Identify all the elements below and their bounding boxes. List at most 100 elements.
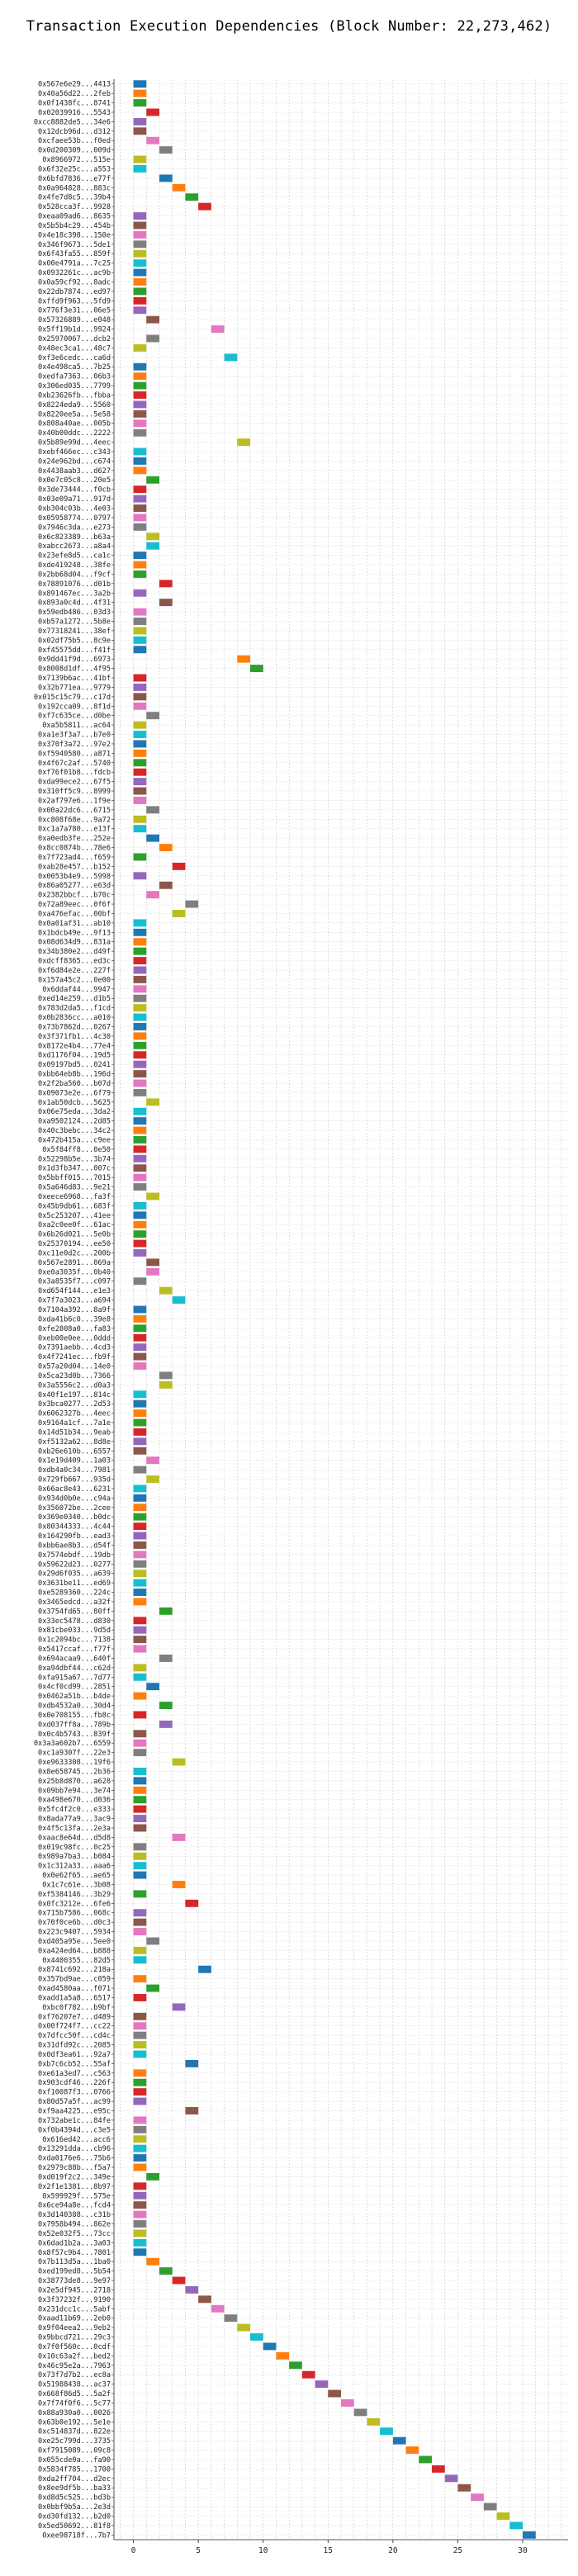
y-tick-label: 0xd037ff8a...789b	[38, 1721, 111, 1729]
y-tick-label: 0x40a56d22...2feb	[38, 90, 111, 98]
y-tick-label: 0xed199ed8...5b54	[38, 2268, 111, 2276]
transaction-bar	[237, 2323, 250, 2332]
y-tick-label: 0x7104a392...8a9f	[38, 1306, 111, 1314]
y-tick-label: 0x8f57c9b4...7801	[38, 2249, 111, 2257]
transaction-bar	[146, 2172, 159, 2181]
y-tick-label: 0xb57a1272...5b8e	[38, 618, 111, 627]
transaction-bar	[133, 1626, 147, 1634]
y-tick-label: 0xf7915089...09c8	[38, 2447, 111, 2455]
transaction-bar	[146, 712, 159, 720]
y-tick-label: 0xd405a95e...5ee0	[38, 1938, 111, 1946]
transaction-bar	[133, 2220, 147, 2228]
transaction-bar	[133, 749, 147, 757]
transaction-bar	[133, 1466, 147, 1474]
y-tick-label: 0x6f32e25c...a553	[38, 165, 111, 173]
y-tick-label: 0x306ed035...7799	[38, 382, 111, 391]
transaction-bar	[250, 2333, 263, 2341]
transaction-bar	[211, 2304, 225, 2313]
y-tick-label: 0x86a05277...e63d	[38, 882, 111, 890]
transaction-bar	[133, 89, 147, 97]
y-tick-label: 0xf76f01b8...fdcb	[38, 769, 111, 777]
y-tick-label: 0x29d6f035...a639	[38, 1570, 111, 1579]
transaction-bar	[133, 683, 147, 691]
y-tick-label: 0x5417ccaf...f77f	[38, 1646, 111, 1654]
y-tick-label: 0x715b7586...068c	[38, 1910, 111, 1918]
transaction-bar	[133, 80, 147, 88]
transaction-bar	[133, 400, 147, 409]
y-tick-label: 0x80d57a5f...ac99	[38, 2098, 111, 2106]
y-tick-label: 0xb304c03b...4e03	[38, 505, 111, 514]
y-tick-label: 0x4cf0cd99...2851	[38, 1683, 111, 1692]
transaction-bar	[133, 259, 147, 268]
y-tick-label: 0x33ec5478...d830	[38, 1617, 111, 1626]
y-tick-label: 0x599929f...575e	[42, 2192, 111, 2200]
transaction-bar	[133, 419, 147, 428]
y-tick-label: 0x5ff19b1d...9924	[38, 326, 111, 334]
transaction-bar	[146, 1267, 159, 1276]
transaction-bar	[133, 636, 147, 644]
y-tick-label: 0x10c63a2f...bed2	[38, 2352, 111, 2361]
transaction-bar	[237, 438, 250, 447]
transaction-bar	[146, 1192, 159, 1200]
transaction-bar	[146, 1475, 159, 1483]
y-tick-label: 0x22db7874...ed97	[38, 288, 111, 296]
transaction-bar	[133, 117, 147, 125]
transaction-bar	[146, 533, 159, 541]
transaction-bar	[133, 514, 147, 522]
transaction-bar	[301, 2370, 315, 2379]
y-tick-label: 0xebf466ec...c343	[38, 448, 111, 457]
y-tick-label: 0x776f3e31...06e5	[38, 307, 111, 315]
transaction-bar	[133, 947, 147, 955]
transaction-bar	[133, 570, 147, 578]
transaction-bar	[159, 2267, 173, 2275]
y-tick-label: 0x51988438...ac37	[38, 2381, 111, 2389]
y-tick-label: 0x528cca3f...9928	[38, 203, 111, 211]
transaction-bar	[133, 523, 147, 531]
y-tick-label: 0xf76207e7...d489	[38, 2013, 111, 2021]
transaction-bar	[133, 1060, 147, 1068]
transaction-bar	[133, 457, 147, 465]
x-tick-label: 25	[453, 2546, 462, 2555]
y-tick-label: 0x32b771ea...9779	[38, 684, 111, 692]
transaction-bar	[133, 1777, 147, 1785]
transaction-bar	[263, 2342, 277, 2351]
transaction-bar	[172, 1296, 186, 1305]
transaction-bar	[224, 353, 238, 362]
transaction-bar	[133, 2144, 147, 2152]
y-tick-label: 0x9bbcd721...29c3	[38, 2334, 111, 2342]
y-tick-label: 0x3a3a602b7...6559	[34, 1740, 111, 1748]
y-tick-label: 0x472b415a...c9ee	[38, 1136, 111, 1144]
y-tick-label: 0xadd1a5a8...6517	[38, 1994, 111, 2002]
y-tick-label: 0x5fc4f2c0...e333	[38, 1806, 111, 1814]
transaction-bar	[146, 1456, 159, 1465]
y-tick-label: 0x8220ee5a...5e58	[38, 410, 111, 419]
transaction-bar	[133, 1749, 147, 1757]
y-tick-label: 0xcc8882de5...34e6	[34, 118, 111, 126]
transaction-bar	[405, 2446, 419, 2454]
transaction-bar	[457, 2484, 471, 2492]
y-tick-label: 0x808a40ae...005b	[38, 420, 111, 429]
transaction-bar	[133, 1890, 147, 1898]
transaction-bar	[146, 334, 159, 343]
y-tick-label: 0xde419248...38fe	[38, 561, 111, 570]
transaction-bar	[133, 410, 147, 418]
transaction-bar	[133, 1164, 147, 1172]
transaction-bar	[185, 1899, 199, 1907]
y-tick-label: 0xd8d5c525...bd3b	[38, 2494, 111, 2503]
y-tick-label: 0x7958b494...862e	[38, 2221, 111, 2229]
transaction-bar	[341, 2398, 354, 2407]
transaction-bar	[146, 108, 159, 116]
y-tick-label: 0x1c312a33...aaa6	[38, 1863, 111, 1871]
y-tick-label: 0x2e5df945...2718	[38, 2286, 111, 2294]
transaction-bar	[133, 2163, 147, 2171]
transaction-bar	[328, 2389, 341, 2398]
y-tick-label: 0x9f04eea2...9eb2	[38, 2324, 111, 2332]
transaction-bar	[133, 1551, 147, 1559]
y-tick-label: 0x223c9407...5934	[38, 1929, 111, 1937]
y-tick-label: 0x0c4b5743...839f	[38, 1731, 111, 1739]
y-tick-label: 0x1c7c61e...3b08	[42, 1881, 111, 1889]
y-tick-label: 0x8966972...515e	[42, 156, 111, 164]
transaction-bar	[133, 221, 147, 230]
y-tick-label: 0x5b5b4c29...454b	[38, 222, 111, 230]
y-tick-label: 0xb7c6cb52...55af	[38, 2060, 111, 2068]
